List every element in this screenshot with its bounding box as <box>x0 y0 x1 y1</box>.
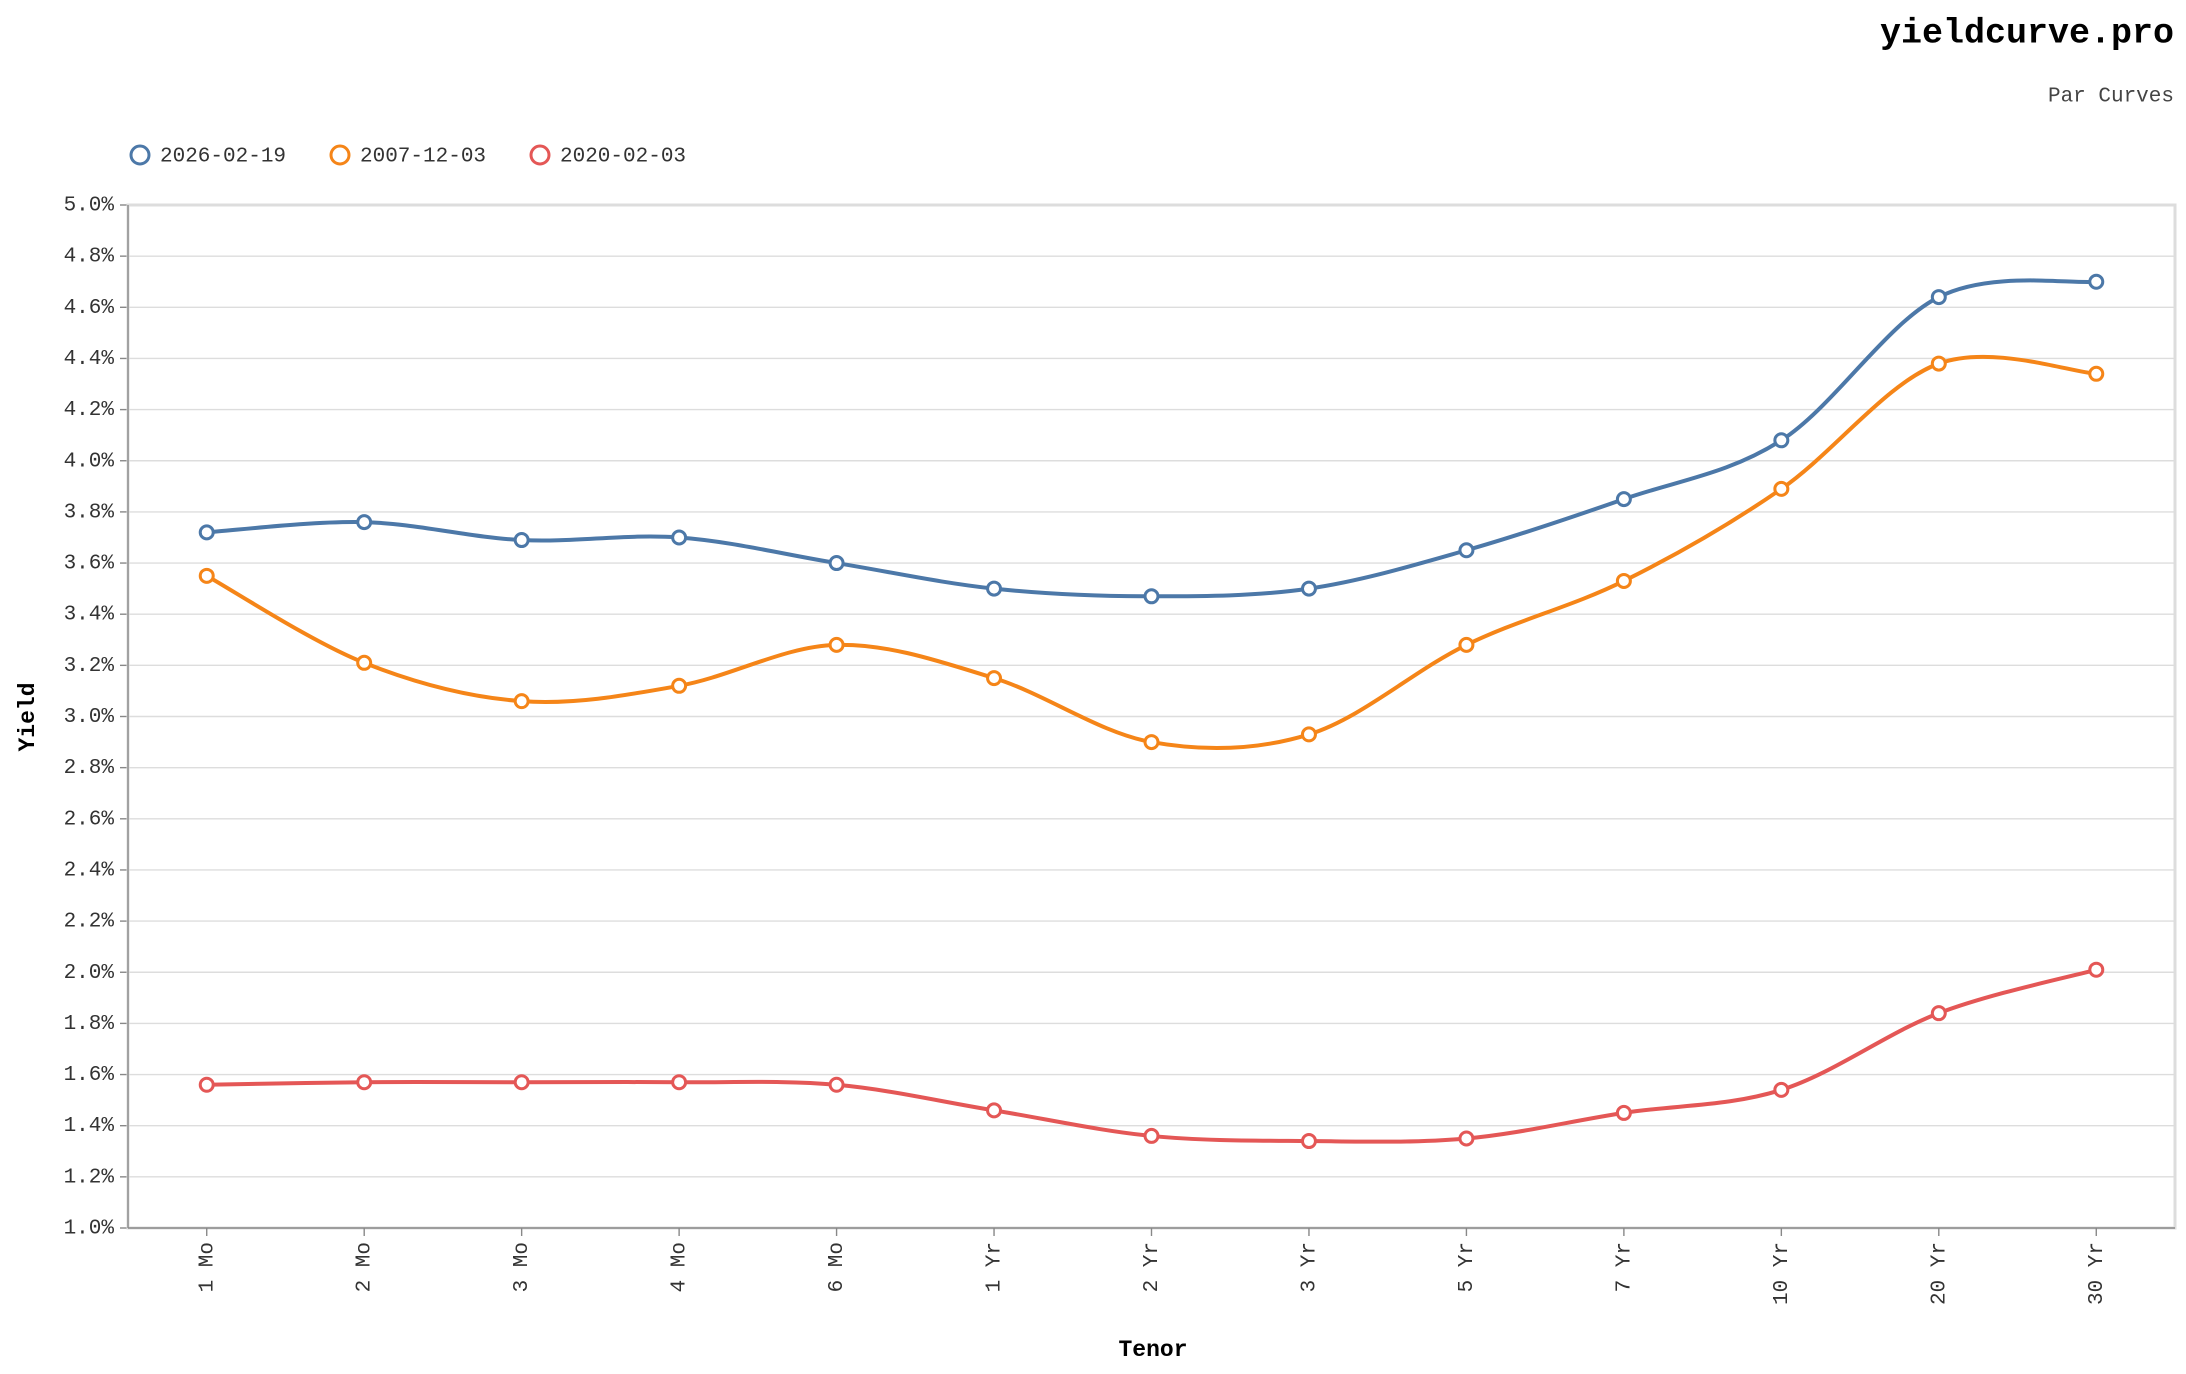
data-point <box>828 555 845 572</box>
x-tick-label: 5 Yr <box>1456 1242 1479 1292</box>
data-point <box>1143 734 1160 751</box>
y-tick-label: 1.6% <box>64 1064 115 1087</box>
chart-title: yieldcurve.pro <box>1880 13 2174 53</box>
data-point <box>1458 636 1475 653</box>
data-point <box>671 677 688 694</box>
data-point <box>1773 432 1790 449</box>
x-tick-label: 10 Yr <box>1771 1242 1794 1305</box>
data-point <box>1458 542 1475 559</box>
data-point <box>1930 355 1947 372</box>
data-point <box>1143 1127 1160 1144</box>
data-point <box>513 1074 530 1091</box>
y-tick-label: 3.8% <box>64 501 115 524</box>
y-tick-label: 1.2% <box>64 1166 115 1189</box>
y-tick-label: 2.8% <box>64 757 115 780</box>
data-point <box>828 636 845 653</box>
legend-symbol <box>129 144 151 166</box>
legend-label: 2020-02-03 <box>560 146 686 169</box>
y-tick-label: 3.0% <box>64 706 115 729</box>
data-point <box>1458 1130 1475 1147</box>
legend-symbol <box>329 144 351 166</box>
x-tick-label: 1 Mo <box>196 1242 219 1292</box>
data-point <box>986 1102 1003 1119</box>
data-point <box>986 670 1003 687</box>
x-tick-label: 2 Mo <box>354 1242 377 1292</box>
data-point <box>356 514 373 531</box>
y-tick-label: 2.6% <box>64 808 115 831</box>
data-point <box>513 532 530 549</box>
series-line <box>206 967 2097 1144</box>
data-point <box>671 1074 688 1091</box>
y-tick-label: 1.8% <box>64 1013 115 1036</box>
data-point <box>671 529 688 546</box>
legend-item: 2020-02-03 <box>529 144 686 169</box>
x-tick-label: 3 Mo <box>511 1242 534 1292</box>
x-tick-label: 4 Mo <box>669 1242 692 1292</box>
legend-item: 2026-02-19 <box>129 144 286 169</box>
data-point <box>1300 580 1317 597</box>
legend-symbol <box>529 144 551 166</box>
y-tick-label: 4.8% <box>64 246 115 269</box>
x-tick-label: 3 Yr <box>1299 1242 1322 1292</box>
data-point <box>356 1074 373 1091</box>
y-tick-label: 2.0% <box>64 962 115 985</box>
legend-label: 2026-02-19 <box>160 146 286 169</box>
data-point <box>2088 365 2105 382</box>
data-point <box>198 567 215 584</box>
y-tick-label: 2.2% <box>64 911 115 934</box>
x-tick-label: 7 Yr <box>1613 1242 1636 1292</box>
data-point <box>1773 1081 1790 1098</box>
data-point <box>356 654 373 671</box>
legend-label: 2007-12-03 <box>360 146 486 169</box>
data-point <box>828 1076 845 1093</box>
data-point <box>1300 1133 1317 1150</box>
y-tick-label: 5.0% <box>64 195 115 218</box>
x-tick-label: 6 Mo <box>826 1242 849 1292</box>
y-tick-label: 3.6% <box>64 553 115 576</box>
y-tick-label: 3.2% <box>64 655 115 678</box>
data-point <box>2088 273 2105 290</box>
y-tick-label: 2.4% <box>64 859 115 882</box>
y-tick-label: 4.6% <box>64 297 115 320</box>
data-point <box>513 693 530 710</box>
legend-item: 2007-12-03 <box>329 144 486 169</box>
x-tick-label: 30 Yr <box>2086 1242 2109 1305</box>
x-tick-label: 2 Yr <box>1141 1242 1164 1292</box>
data-point <box>1930 1005 1947 1022</box>
data-point <box>1930 289 1947 306</box>
data-point <box>2088 961 2105 978</box>
data-point <box>1615 1104 1632 1121</box>
data-point <box>1300 726 1317 743</box>
y-tick-label: 1.0% <box>64 1218 115 1241</box>
x-tick-label: 20 Yr <box>1928 1242 1951 1305</box>
data-point <box>1143 588 1160 605</box>
x-tick-label: 1 Yr <box>984 1242 1007 1292</box>
y-tick-label: 1.4% <box>64 1115 115 1138</box>
data-point <box>198 1076 215 1093</box>
data-point <box>986 580 1003 597</box>
chart-subtitle: Par Curves <box>2048 86 2174 109</box>
data-point <box>1615 491 1632 508</box>
data-point <box>198 524 215 541</box>
series-line <box>206 278 2097 599</box>
y-tick-label: 4.2% <box>64 399 115 422</box>
y-tick-label: 3.4% <box>64 604 115 627</box>
y-tick-label: 4.4% <box>64 348 115 371</box>
y-axis-label: Yield <box>15 682 41 751</box>
data-point <box>1773 480 1790 497</box>
data-point <box>1615 572 1632 589</box>
x-axis-label: Tenor <box>1118 1337 1187 1363</box>
y-tick-label: 4.0% <box>64 450 115 473</box>
